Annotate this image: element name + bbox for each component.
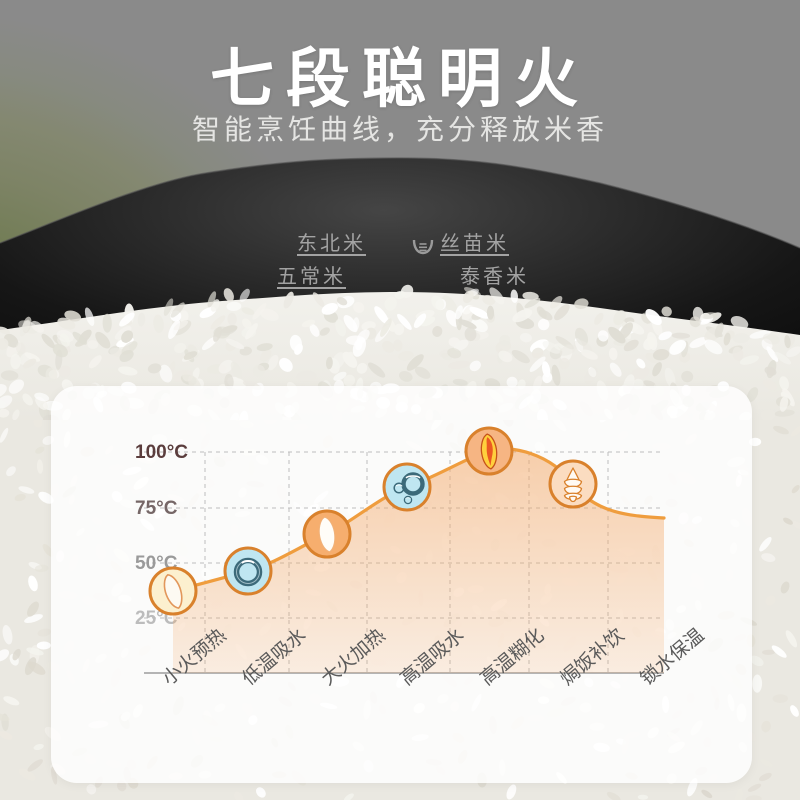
svg-text:75°C: 75°C bbox=[135, 498, 178, 519]
svg-text:100°C: 100°C bbox=[135, 442, 188, 463]
